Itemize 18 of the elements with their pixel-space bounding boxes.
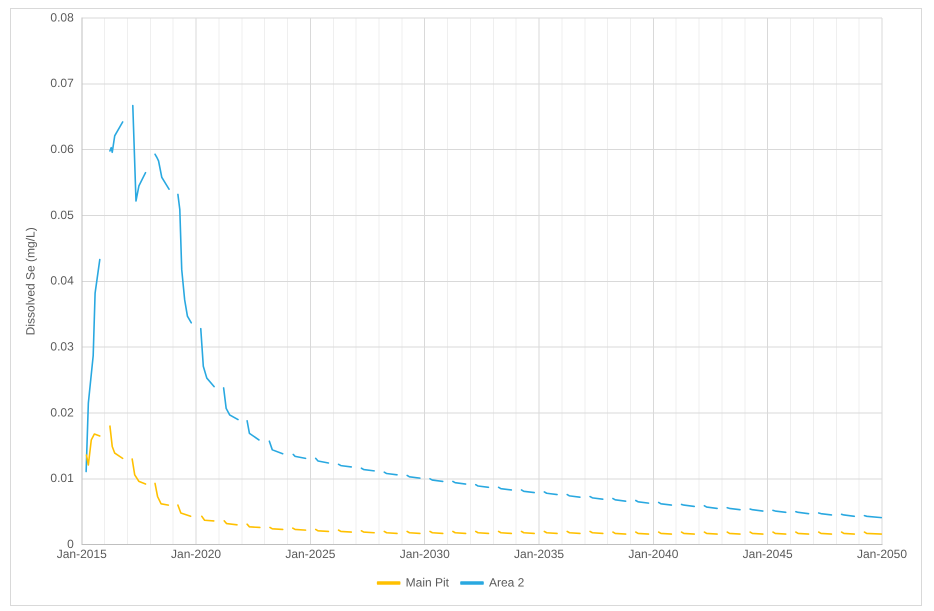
y-tick-label: 0.02 <box>50 405 74 420</box>
x-tick-label: Jan-2030 <box>400 547 450 562</box>
legend-label: Main Pit <box>406 575 450 590</box>
y-tick-label: 0.01 <box>50 471 74 486</box>
y-tick-label: 0.03 <box>50 339 74 354</box>
x-tick-label: Jan-2025 <box>285 547 336 562</box>
y-tick-label: 0.04 <box>50 274 74 288</box>
y-tick-label: 0.06 <box>50 142 74 156</box>
y-tick-label: 0.08 <box>50 10 74 24</box>
y-axis-title: Dissolved Se (mg/L) <box>24 227 38 336</box>
y-tick-label: 0.07 <box>50 76 74 90</box>
x-tick-label: Jan-2040 <box>628 547 679 562</box>
x-tick-label: Jan-2020 <box>171 547 222 562</box>
y-tick-label: 0.05 <box>50 208 74 222</box>
x-tick-label: Jan-2045 <box>742 547 794 562</box>
x-tick-label: Jan-2050 <box>856 547 908 562</box>
legend-label: Area 2 <box>488 575 525 590</box>
x-tick-label: Jan-2035 <box>514 547 564 562</box>
